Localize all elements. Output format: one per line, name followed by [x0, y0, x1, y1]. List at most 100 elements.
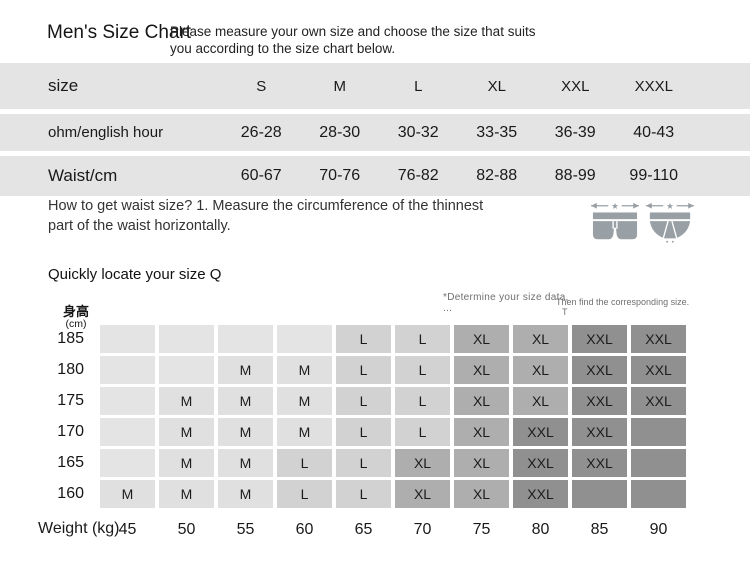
- weight-axis-label: Weight (kg): [38, 520, 120, 537]
- size-col-value: XXL: [561, 77, 590, 95]
- weight-tick-label: 55: [236, 521, 255, 538]
- size-cell: XL: [454, 387, 509, 415]
- size-cell-empty: [277, 325, 332, 353]
- size-col-value: XXXL: [634, 77, 673, 95]
- weight-tick-label: 70: [413, 521, 432, 538]
- weight-scale-row: 45 50 55 60 65 70 75 80 85 90: [38, 517, 686, 545]
- height-tick-label: 170: [57, 423, 84, 440]
- intro-note: Please measure your own size and choose …: [170, 24, 536, 56]
- waist-row-values: 60-67 70-76 76-82 82-88 88-99 99-110: [222, 167, 693, 185]
- weight-tick-label: 75: [472, 521, 491, 538]
- size-col-value: 30-32: [397, 123, 439, 141]
- measure-arrows-icon: ★: [591, 201, 639, 211]
- inch-row-label: ohm/english hour: [48, 124, 164, 141]
- size-cell: XXL: [572, 387, 627, 415]
- finder-note-right-line1: Then find the corresponding size.: [556, 297, 690, 307]
- size-cell-empty: [159, 356, 214, 384]
- size-cell-empty: [572, 480, 627, 508]
- size-col-value: 26-28: [240, 123, 282, 141]
- page-title: Men's Size Chart: [47, 22, 192, 43]
- size-cell: XXL: [572, 356, 627, 384]
- size-finder-title: Quickly locate your size Q: [48, 266, 222, 283]
- size-cell: XL: [513, 387, 568, 415]
- size-col-value: 33-35: [476, 123, 518, 141]
- weight-tick-label: 50: [177, 521, 196, 538]
- size-cell: M: [159, 387, 214, 415]
- size-cell: L: [336, 356, 391, 384]
- size-cell: XL: [454, 449, 509, 477]
- size-col-value: 88-99: [554, 167, 596, 184]
- size-col-value: 36-39: [554, 123, 596, 141]
- size-cell-empty: [100, 418, 155, 446]
- size-cell: L: [336, 325, 391, 353]
- size-col-value: 40-43: [633, 123, 675, 141]
- height-tick-label: 175: [57, 392, 84, 409]
- size-cell: L: [395, 418, 450, 446]
- size-cell: L: [336, 449, 391, 477]
- size-cell: L: [336, 480, 391, 508]
- size-col-value: S: [256, 77, 267, 95]
- weight-tick-label: 65: [354, 521, 373, 538]
- measure-arrows-icon: ★: [646, 201, 694, 211]
- size-cell: M: [218, 449, 273, 477]
- size-col-value: 70-76: [319, 167, 361, 184]
- height-axis-unit: (cm): [65, 318, 87, 330]
- size-matrix-grid: 185 L L XL XL XXL XXL 180 M M L L XL XL XXL XXL 175 M M M L L…: [38, 325, 686, 508]
- size-cell: XL: [395, 480, 450, 508]
- size-cell: M: [100, 480, 155, 508]
- size-cell: XXL: [572, 325, 627, 353]
- size-cell: XL: [395, 449, 450, 477]
- size-cell: L: [277, 480, 332, 508]
- weight-tick-label: 90: [649, 521, 668, 538]
- size-cell: XXL: [572, 449, 627, 477]
- size-col-value: 60-67: [240, 167, 282, 184]
- size-row-label: size: [48, 76, 79, 95]
- size-cell: XL: [513, 356, 568, 384]
- size-cell: M: [159, 449, 214, 477]
- size-col-value: 99-110: [629, 167, 679, 184]
- size-cell-empty: [631, 418, 686, 446]
- height-axis-cn: 身高: [62, 304, 89, 319]
- weight-tick-label: 80: [531, 521, 550, 538]
- waist-size-row: Waist/cm 60-67 70-76 76-82 82-88 88-99 99-110: [0, 156, 750, 196]
- size-cell: M: [218, 480, 273, 508]
- boxer-briefs-icon: ★: [591, 201, 639, 240]
- size-cell: M: [159, 418, 214, 446]
- size-cell: XXL: [631, 325, 686, 353]
- briefs-icon: ★: [646, 201, 694, 243]
- height-tick-label: 165: [57, 454, 84, 471]
- size-cell: XXL: [513, 418, 568, 446]
- height-tick-label: 160: [57, 485, 84, 502]
- size-cell: M: [218, 356, 273, 384]
- finder-note-left-line2: ...: [443, 303, 453, 314]
- inch-row-values: 26-28 28-30 30-32 33-35 36-39 40-43: [222, 124, 693, 142]
- size-cell: L: [395, 356, 450, 384]
- size-cell-empty: [631, 480, 686, 508]
- finder-note-left: *Determine your size data, ...: [443, 292, 569, 314]
- size-cell: L: [277, 449, 332, 477]
- size-cell: XL: [513, 325, 568, 353]
- size-cell: XXL: [513, 449, 568, 477]
- size-row-values: S M L XL XXL XXXL: [222, 78, 693, 95]
- size-cell: M: [218, 387, 273, 415]
- svg-text:★: ★: [611, 201, 619, 211]
- size-cell: XXL: [631, 387, 686, 415]
- size-cell-empty: [100, 387, 155, 415]
- size-cell: L: [395, 387, 450, 415]
- size-cell: XL: [454, 480, 509, 508]
- height-tick-label: 185: [57, 330, 84, 347]
- size-cell-empty: [100, 325, 155, 353]
- svg-text:★: ★: [666, 201, 674, 211]
- size-cell: XL: [454, 418, 509, 446]
- inch-size-row: ohm/english hour 26-28 28-30 30-32 33-35 36-…: [0, 114, 750, 151]
- size-cell-empty: [218, 325, 273, 353]
- size-cell-empty: [100, 356, 155, 384]
- size-cell-empty: [100, 449, 155, 477]
- finder-note-left-line1: *Determine your size data,: [443, 292, 569, 303]
- size-col-value: 28-30: [319, 123, 361, 141]
- waist-measure-instructions: How to get waist size? 1. Measure the ci…: [48, 198, 484, 234]
- weight-tick-label: 45: [118, 521, 137, 538]
- size-cell-empty: [159, 325, 214, 353]
- size-cell: M: [218, 418, 273, 446]
- size-col-value: XL: [487, 77, 506, 95]
